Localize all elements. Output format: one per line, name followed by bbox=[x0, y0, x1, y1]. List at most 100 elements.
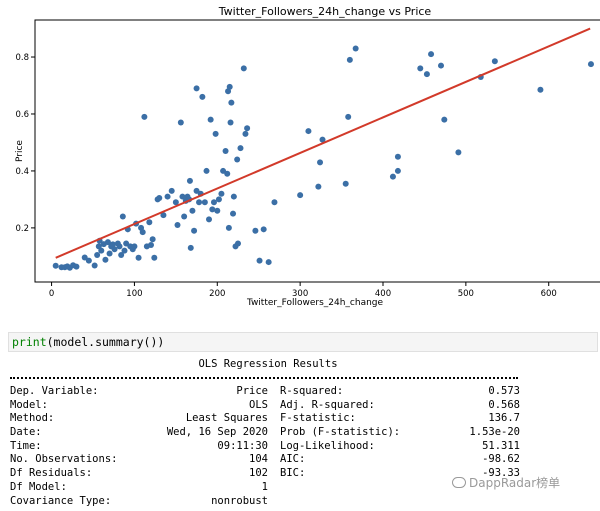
stat-label: Prob (F-statistic): bbox=[280, 426, 401, 439]
scatter-point bbox=[91, 262, 98, 269]
stat-value: 104 bbox=[249, 453, 268, 466]
scatter-point bbox=[118, 251, 125, 258]
scatter-point bbox=[244, 125, 251, 132]
scatter-point bbox=[189, 207, 196, 214]
x-tick-label: 300 bbox=[292, 289, 308, 299]
stat-value: 09:11:30 bbox=[217, 439, 268, 452]
scatter-point bbox=[135, 254, 142, 261]
stat-label: Log-Likelihood: bbox=[280, 439, 375, 452]
scatter-point bbox=[196, 199, 203, 206]
y-axis-label: Price bbox=[15, 140, 25, 162]
scatter-point bbox=[207, 116, 214, 123]
scatter-point bbox=[260, 226, 267, 233]
stat-value: 1 bbox=[261, 480, 268, 493]
scatter-point bbox=[81, 254, 88, 261]
stat-label: AIC: bbox=[280, 453, 306, 466]
scatter-point bbox=[116, 243, 123, 250]
scatter-point bbox=[109, 241, 116, 248]
wechat-icon bbox=[452, 477, 466, 488]
stat-label: Method: bbox=[10, 412, 55, 425]
stat-value: 51.311 bbox=[482, 439, 520, 452]
stat-label: Adj. R-squared: bbox=[280, 398, 375, 411]
scatter-point bbox=[210, 199, 217, 206]
scatter-point bbox=[177, 119, 184, 126]
code-cell[interactable]: print(model.summary()) bbox=[8, 332, 598, 352]
scatter-point bbox=[187, 244, 194, 251]
ols-row: No. Observations: 104 AIC: -98.62 bbox=[10, 453, 520, 467]
scatter-point bbox=[271, 199, 278, 206]
stat-value: 0.568 bbox=[488, 398, 520, 411]
x-tick-label: 200 bbox=[209, 289, 225, 299]
scatter-point bbox=[131, 243, 138, 250]
scatter-point bbox=[342, 180, 349, 187]
scatter-chart: Twitter_Followers_24h_change vs Price 0 1… bbox=[15, 5, 600, 308]
scatter-point bbox=[191, 227, 198, 234]
stat-value: OLS bbox=[249, 398, 268, 411]
stat-label: No. Observations: bbox=[10, 453, 118, 466]
scatter-point bbox=[206, 216, 212, 223]
scatter-point bbox=[228, 99, 235, 106]
scatter-point bbox=[242, 130, 249, 137]
scatter-point bbox=[315, 183, 322, 190]
scatter-point bbox=[214, 207, 221, 214]
scatter-point bbox=[491, 58, 498, 65]
stat-label: BIC: bbox=[280, 467, 306, 480]
scatter-point bbox=[104, 239, 111, 246]
stat-label: Df Model: bbox=[10, 480, 67, 493]
scatter-point bbox=[441, 116, 448, 123]
scatter-point bbox=[234, 156, 241, 163]
stat-label: R-squared: bbox=[280, 385, 344, 397]
scatter-point bbox=[218, 190, 225, 197]
scatter-point bbox=[346, 56, 353, 63]
stat-value: 102 bbox=[249, 467, 268, 480]
scatter-point bbox=[428, 51, 435, 58]
scatter-point bbox=[230, 210, 237, 217]
scatter-point bbox=[455, 149, 462, 156]
stat-value: -98.62 bbox=[482, 453, 520, 466]
scatter-point bbox=[168, 187, 175, 194]
x-tick-label: 400 bbox=[375, 289, 391, 299]
ols-title: OLS Regression Results bbox=[198, 358, 338, 370]
ols-stats-table: Dep. Variable: Price R-squared: 0.573 Model:… bbox=[10, 385, 520, 508]
ols-row: Dep. Variable: Price R-squared: 0.573 bbox=[10, 385, 520, 399]
scatter-point bbox=[73, 263, 80, 270]
scatter-point bbox=[265, 259, 272, 266]
y-tick-label: 0.6 bbox=[15, 110, 29, 120]
scatter-point bbox=[111, 246, 118, 253]
regression-line bbox=[55, 27, 591, 259]
scatter-point bbox=[98, 247, 105, 254]
stat-label: Date: bbox=[10, 426, 42, 439]
scatter-point bbox=[352, 45, 359, 52]
y-tick-label: 0.4 bbox=[15, 167, 29, 177]
ols-row: Model: OLS Adj. R-squared: 0.568 bbox=[10, 399, 520, 413]
scatter-point bbox=[417, 65, 424, 72]
scatter-point bbox=[319, 136, 326, 143]
scatter-point bbox=[174, 222, 181, 229]
watermark: DappRadar榜单 bbox=[452, 474, 560, 491]
ols-row: Df Residuals: 102 BIC: -93.33 bbox=[10, 467, 520, 481]
stat-value: 1.53e-20 bbox=[469, 426, 520, 439]
scatter-point bbox=[423, 71, 430, 78]
code-function: print bbox=[12, 335, 47, 349]
scatter-point bbox=[181, 213, 188, 220]
scatter-point bbox=[94, 251, 101, 258]
scatter-point bbox=[215, 196, 222, 203]
stat-value: Least Squares bbox=[185, 412, 268, 425]
y-tick-label: 0.2 bbox=[15, 224, 29, 234]
scatter-point bbox=[146, 219, 153, 226]
scatter-point bbox=[85, 257, 92, 264]
scatter-point bbox=[164, 193, 171, 200]
scatter-point bbox=[209, 206, 216, 213]
scatter-point bbox=[317, 159, 324, 166]
stat-label: Df Residuals: bbox=[10, 467, 93, 480]
scatter-point bbox=[222, 148, 229, 154]
x-tick-label: 100 bbox=[126, 289, 142, 299]
x-axis-label: Twitter_Followers_24h_change bbox=[246, 298, 384, 308]
stat-value: 0.573 bbox=[488, 385, 520, 397]
y-tick-label: 0.8 bbox=[15, 53, 29, 63]
scatter-point bbox=[297, 192, 304, 199]
scatter-point bbox=[106, 250, 113, 257]
scatter-point bbox=[252, 227, 259, 234]
stat-label: Time: bbox=[10, 439, 42, 452]
scatter-point bbox=[172, 199, 179, 206]
